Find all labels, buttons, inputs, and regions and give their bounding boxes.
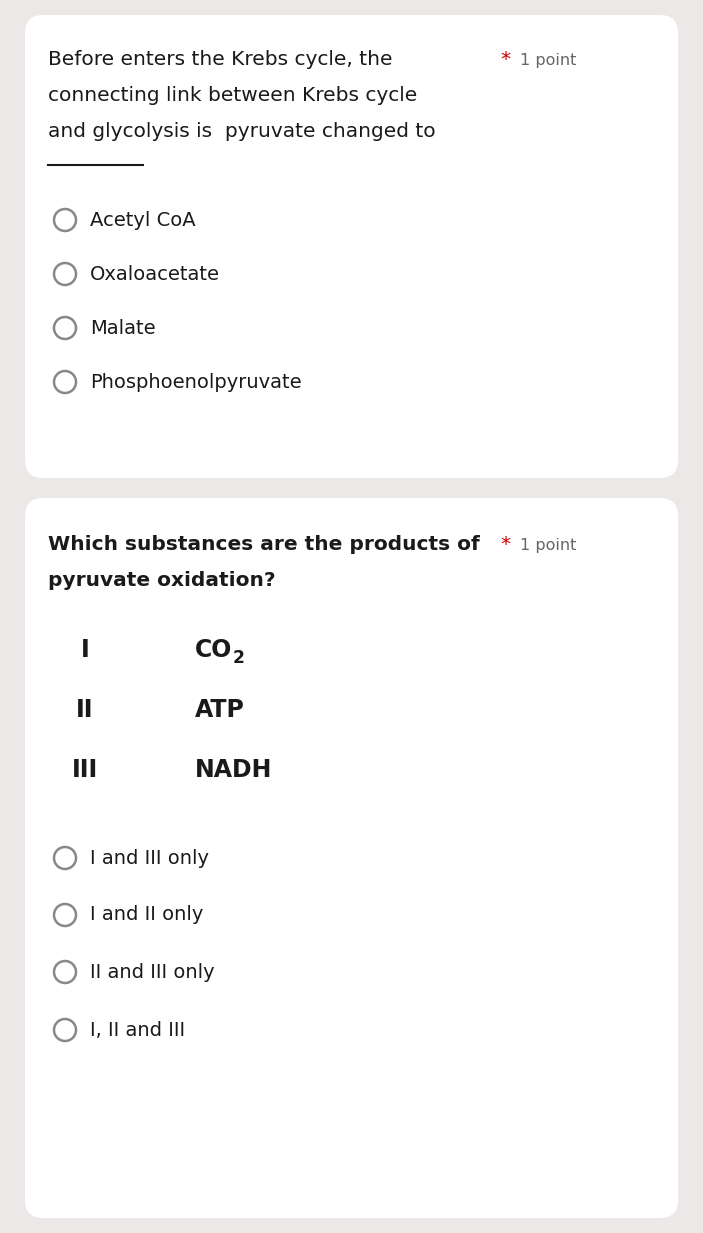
Text: Malate: Malate	[90, 318, 155, 338]
Text: Before enters the Krebs cycle, the: Before enters the Krebs cycle, the	[48, 51, 392, 69]
Ellipse shape	[54, 1018, 76, 1041]
Text: CO: CO	[195, 637, 233, 662]
Ellipse shape	[54, 961, 76, 983]
Ellipse shape	[54, 371, 76, 393]
Ellipse shape	[54, 317, 76, 339]
Text: NADH: NADH	[195, 758, 272, 782]
Text: II and III only: II and III only	[90, 963, 214, 981]
Text: ATP: ATP	[195, 698, 245, 723]
Text: pyruvate oxidation?: pyruvate oxidation?	[48, 571, 276, 591]
Ellipse shape	[54, 210, 76, 231]
Ellipse shape	[54, 263, 76, 285]
FancyBboxPatch shape	[25, 498, 678, 1218]
Text: I and II only: I and II only	[90, 905, 203, 925]
Text: 2: 2	[233, 649, 245, 667]
Text: III: III	[72, 758, 98, 782]
Text: I, II and III: I, II and III	[90, 1021, 185, 1039]
Text: I and III only: I and III only	[90, 848, 209, 868]
Text: Phosphoenolpyruvate: Phosphoenolpyruvate	[90, 372, 302, 392]
Ellipse shape	[54, 847, 76, 869]
Text: Which substances are the products of: Which substances are the products of	[48, 535, 479, 554]
Text: Oxaloacetate: Oxaloacetate	[90, 265, 220, 284]
Text: 1 point: 1 point	[520, 53, 576, 68]
Text: *: *	[500, 51, 510, 69]
Text: Acetyl CoA: Acetyl CoA	[90, 211, 195, 229]
Text: *: *	[500, 535, 510, 554]
Text: connecting link between Krebs cycle: connecting link between Krebs cycle	[48, 86, 418, 105]
Text: II: II	[76, 698, 93, 723]
Text: 1 point: 1 point	[520, 538, 576, 552]
Text: I: I	[81, 637, 89, 662]
Ellipse shape	[54, 904, 76, 926]
FancyBboxPatch shape	[25, 15, 678, 478]
Text: and glycolysis is  pyruvate changed to: and glycolysis is pyruvate changed to	[48, 122, 436, 141]
